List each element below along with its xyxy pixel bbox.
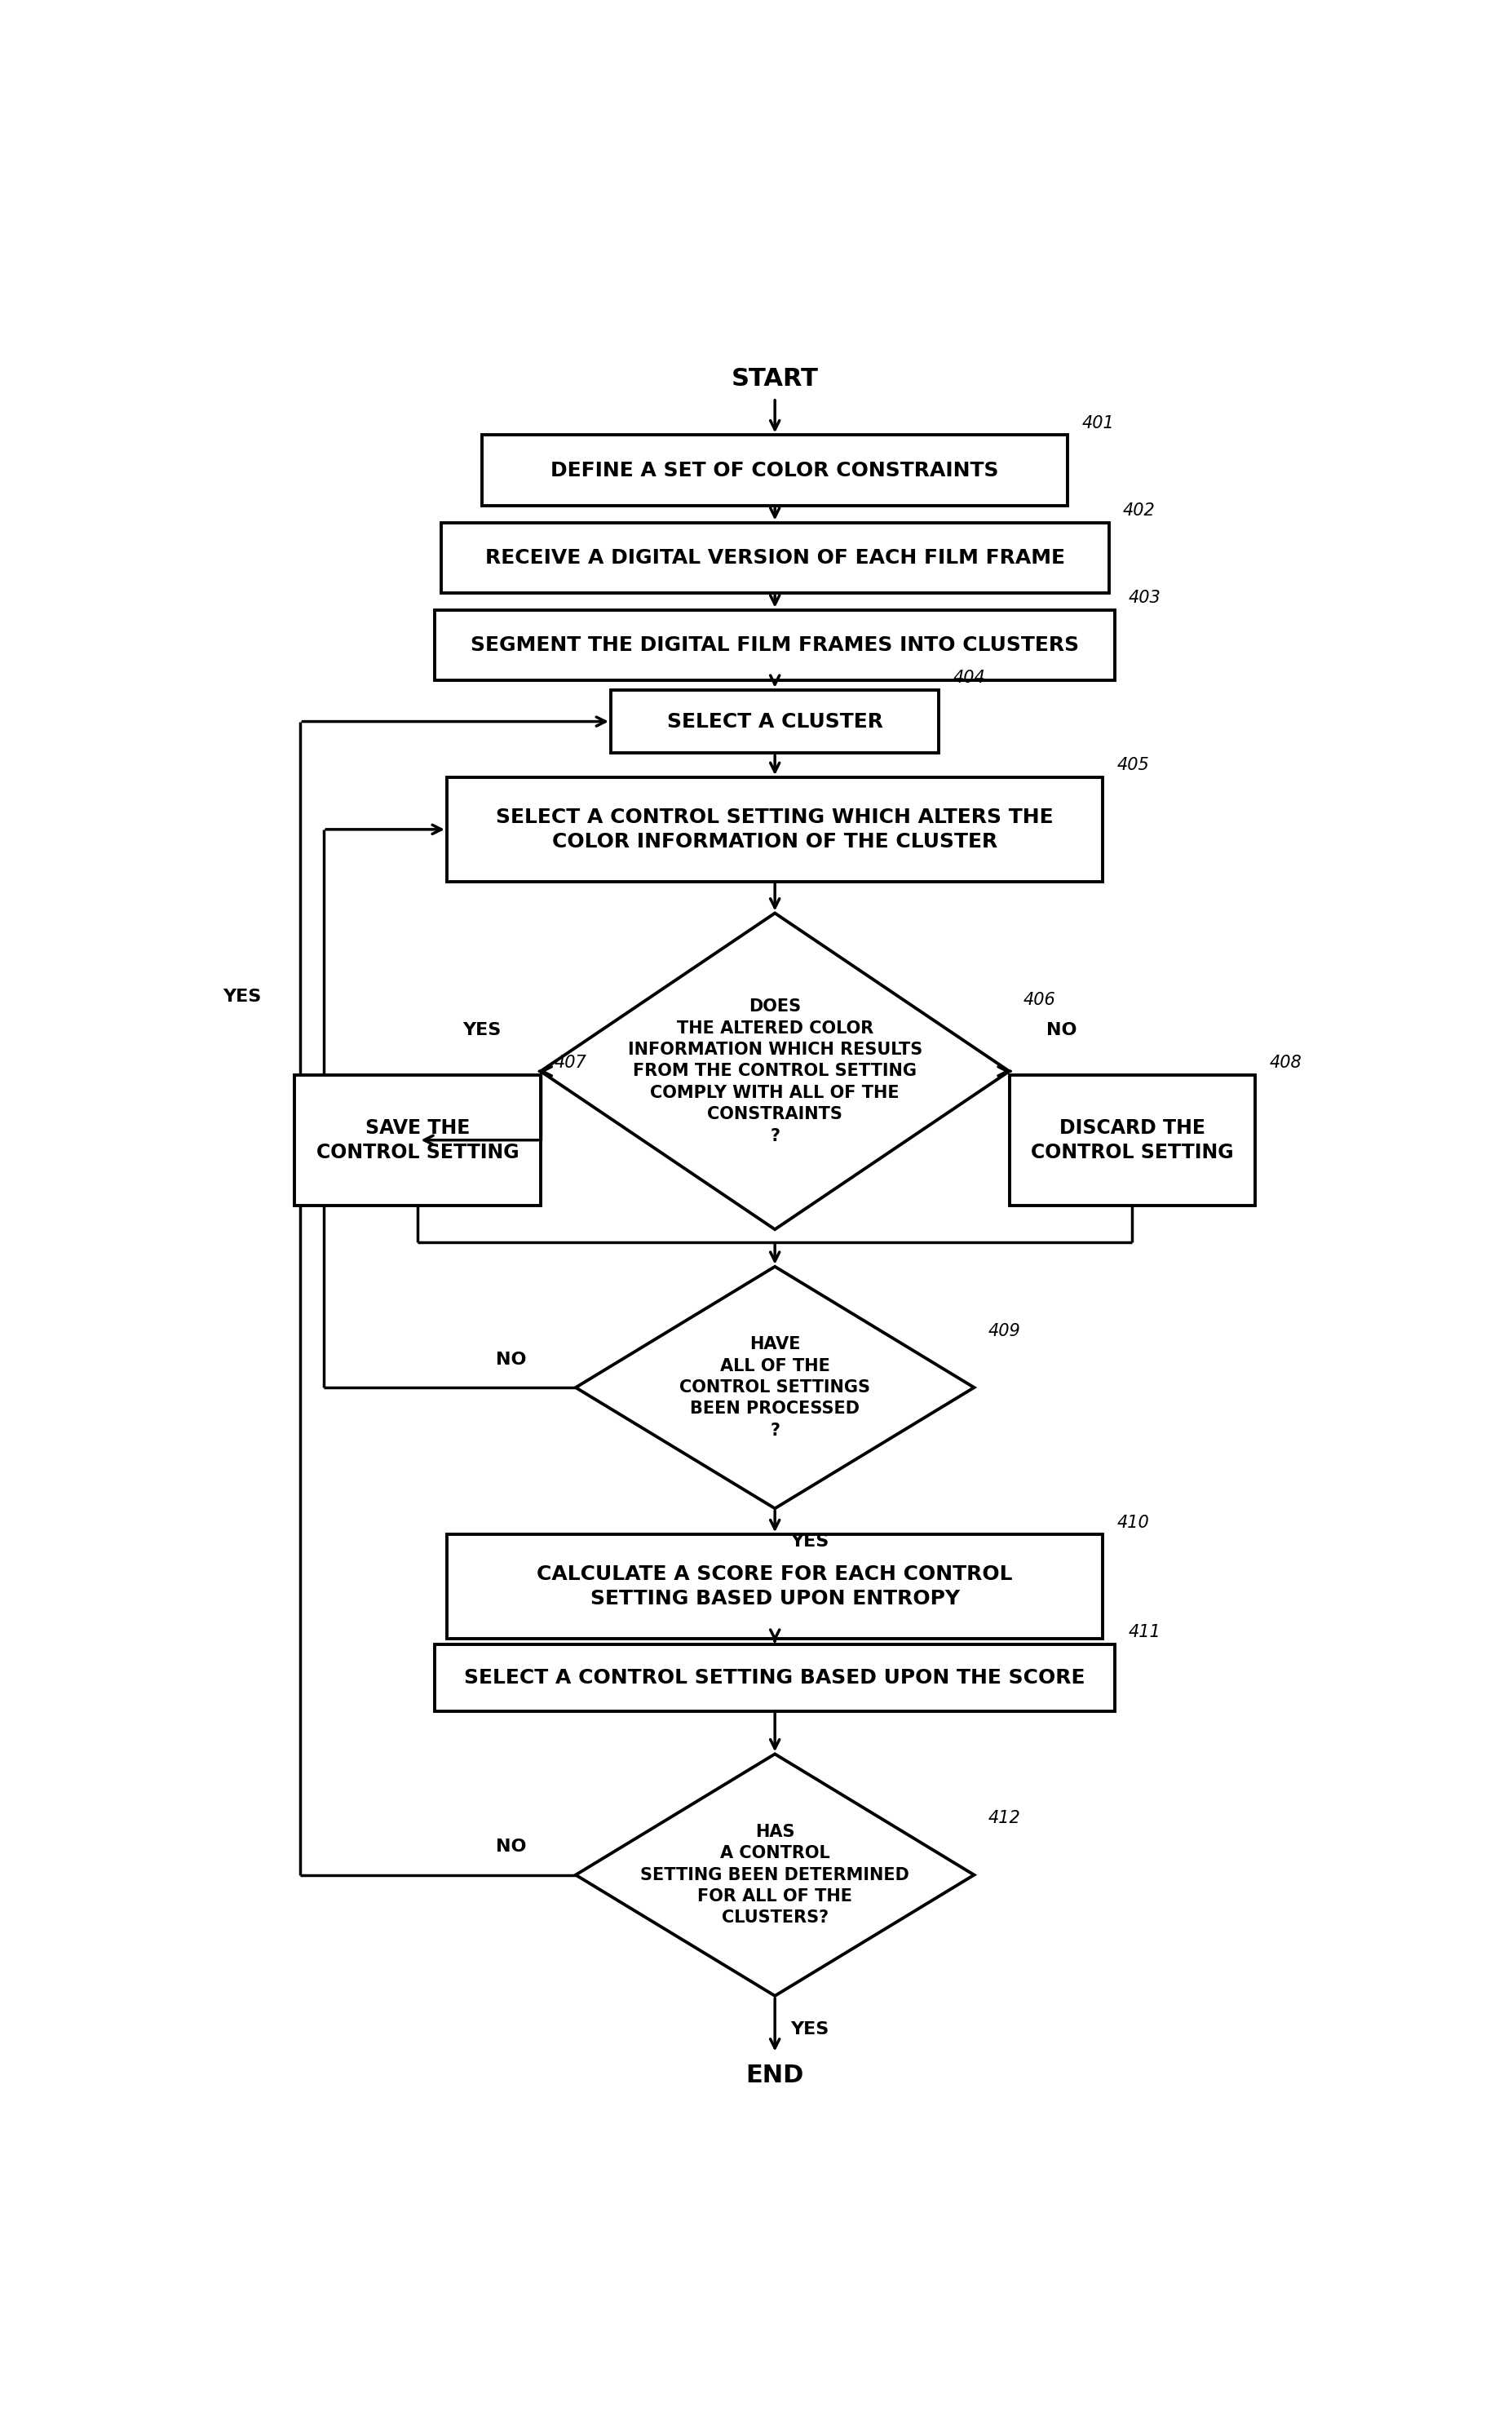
Text: SELECT A CONTROL SETTING BASED UPON THE SCORE: SELECT A CONTROL SETTING BASED UPON THE … — [464, 1667, 1086, 1686]
Text: YES: YES — [463, 1022, 500, 1039]
Text: SEGMENT THE DIGITAL FILM FRAMES INTO CLUSTERS: SEGMENT THE DIGITAL FILM FRAMES INTO CLU… — [470, 635, 1080, 655]
Text: 403: 403 — [1129, 590, 1161, 606]
FancyBboxPatch shape — [611, 691, 939, 754]
Polygon shape — [576, 1754, 974, 1996]
FancyBboxPatch shape — [448, 1534, 1104, 1638]
Text: 406: 406 — [1024, 991, 1055, 1007]
FancyBboxPatch shape — [482, 435, 1067, 505]
Text: DOES
THE ALTERED COLOR
INFORMATION WHICH RESULTS
FROM THE CONTROL SETTING
COMPLY: DOES THE ALTERED COLOR INFORMATION WHICH… — [627, 998, 922, 1145]
Text: SELECT A CLUSTER: SELECT A CLUSTER — [667, 713, 883, 732]
FancyBboxPatch shape — [435, 1645, 1114, 1711]
FancyBboxPatch shape — [1010, 1075, 1255, 1206]
Text: 407: 407 — [555, 1056, 587, 1070]
Text: NO: NO — [496, 1351, 526, 1367]
FancyBboxPatch shape — [448, 778, 1104, 882]
Text: SELECT A CONTROL SETTING WHICH ALTERS THE
COLOR INFORMATION OF THE CLUSTER: SELECT A CONTROL SETTING WHICH ALTERS TH… — [496, 807, 1054, 850]
Text: CALCULATE A SCORE FOR EACH CONTROL
SETTING BASED UPON ENTROPY: CALCULATE A SCORE FOR EACH CONTROL SETTI… — [537, 1566, 1013, 1609]
Text: 409: 409 — [989, 1324, 1021, 1338]
Text: DEFINE A SET OF COLOR CONSTRAINTS: DEFINE A SET OF COLOR CONSTRAINTS — [550, 461, 999, 481]
Text: 401: 401 — [1083, 416, 1114, 432]
Polygon shape — [576, 1266, 974, 1508]
Text: SAVE THE
CONTROL SETTING: SAVE THE CONTROL SETTING — [316, 1119, 519, 1162]
Text: HAS
A CONTROL
SETTING BEEN DETERMINED
FOR ALL OF THE
CLUSTERS?: HAS A CONTROL SETTING BEEN DETERMINED FO… — [641, 1824, 909, 1926]
Text: 402: 402 — [1123, 503, 1155, 519]
Text: YES: YES — [791, 1534, 829, 1551]
FancyBboxPatch shape — [435, 609, 1114, 681]
FancyBboxPatch shape — [442, 522, 1108, 594]
Text: YES: YES — [791, 2022, 829, 2037]
Text: 408: 408 — [1270, 1056, 1302, 1070]
Text: 411: 411 — [1129, 1624, 1161, 1640]
Text: 405: 405 — [1117, 756, 1149, 773]
Text: RECEIVE A DIGITAL VERSION OF EACH FILM FRAME: RECEIVE A DIGITAL VERSION OF EACH FILM F… — [485, 548, 1064, 568]
Text: 410: 410 — [1117, 1515, 1149, 1532]
Text: NO: NO — [496, 1839, 526, 1855]
Text: END: END — [745, 2063, 804, 2087]
Text: YES: YES — [222, 988, 262, 1005]
Text: START: START — [732, 367, 818, 391]
Text: 404: 404 — [953, 669, 986, 686]
FancyBboxPatch shape — [295, 1075, 541, 1206]
Text: NO: NO — [1046, 1022, 1077, 1039]
Text: 412: 412 — [989, 1810, 1021, 1826]
Text: DISCARD THE
CONTROL SETTING: DISCARD THE CONTROL SETTING — [1031, 1119, 1234, 1162]
Polygon shape — [541, 913, 1010, 1230]
Text: HAVE
ALL OF THE
CONTROL SETTINGS
BEEN PROCESSED
?: HAVE ALL OF THE CONTROL SETTINGS BEEN PR… — [679, 1336, 871, 1440]
